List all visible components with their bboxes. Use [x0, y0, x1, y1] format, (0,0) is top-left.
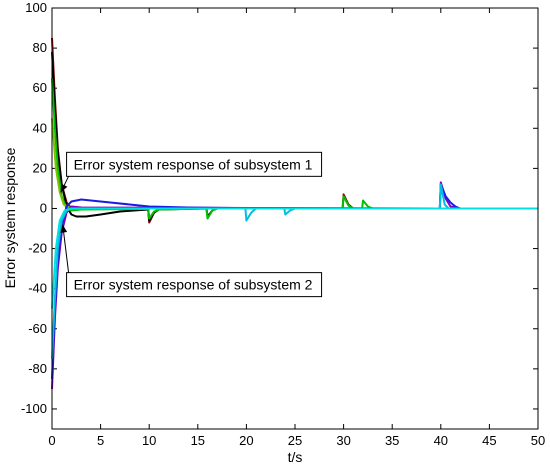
annotations-group: Error system response of subsystem 1 Erro… [60, 151, 323, 298]
plot-frame [51, 7, 539, 430]
y-tick-label: 100 [25, 0, 47, 15]
x-tick-label: 45 [482, 433, 496, 448]
annotation-label: Error system response of subsystem 2 [74, 277, 313, 293]
plot-area [52, 8, 538, 429]
x-tick-label: 10 [142, 433, 156, 448]
y-tick-label: -40 [28, 281, 47, 296]
y-tick-label: -80 [28, 361, 47, 376]
x-axis-title: t/s [288, 449, 303, 465]
y-tick-label: 20 [33, 160, 47, 175]
x-tick-label: 25 [288, 433, 302, 448]
y-tick-label: 80 [33, 40, 47, 55]
annotation-box [66, 151, 323, 177]
y-tick-label: 0 [40, 200, 47, 215]
y-tick-label: -20 [28, 241, 47, 256]
annotation-box [66, 272, 323, 298]
x-tick-label: 30 [336, 433, 350, 448]
y-tick-label: -60 [28, 321, 47, 336]
y-axis-title: Error system response [2, 147, 18, 288]
annotation-arrow-line [62, 224, 70, 273]
x-tick-label: 20 [239, 433, 253, 448]
y-tick-label: -100 [21, 401, 47, 416]
x-tick-label: 40 [434, 433, 448, 448]
x-tick-label: 35 [385, 433, 399, 448]
annotation-label: Error system response of subsystem 1 [74, 156, 313, 172]
x-tick-label: 0 [48, 433, 55, 448]
y-tick-label: 60 [33, 80, 47, 95]
annotation-arrow-head [60, 224, 68, 233]
series-line-8 [51, 207, 538, 309]
y-tick-label: 40 [33, 120, 47, 135]
x-tick-label: 50 [531, 433, 545, 448]
x-tick-label: 5 [97, 433, 104, 448]
annotation-arrow-head [60, 183, 68, 193]
x-tick-label: 15 [191, 433, 205, 448]
ticks-group: 0 5 10 15 20 25 30 35 40 45 50 -100 -80 -60 -40 -20 0 20 4… [21, 0, 545, 448]
